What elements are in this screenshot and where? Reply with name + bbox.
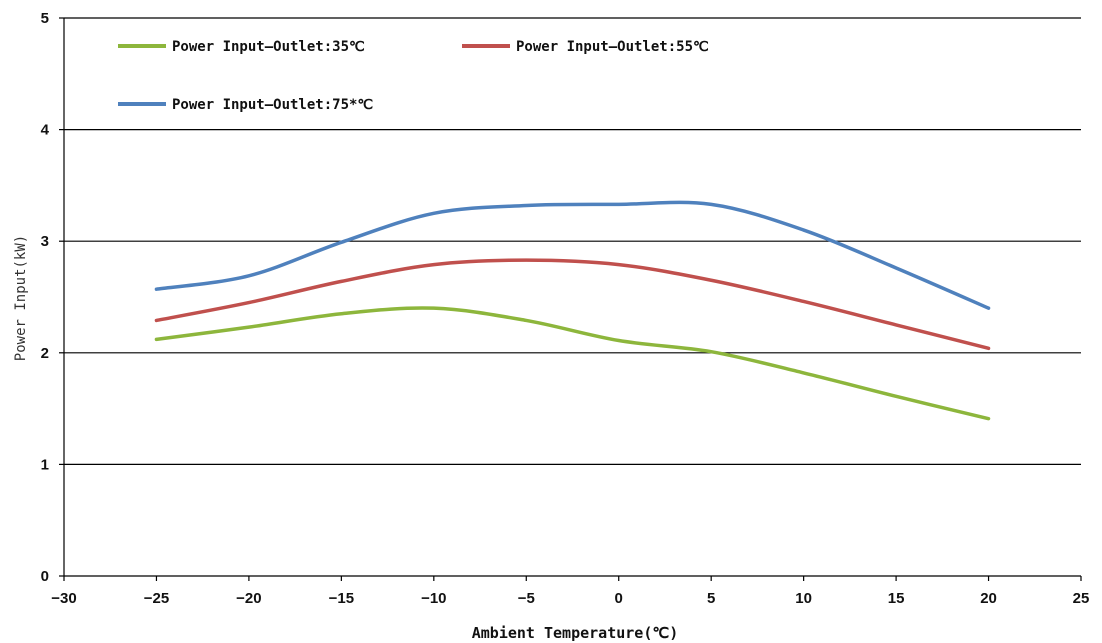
y-tick-label-2: 2 [41,345,49,362]
x-tick-label-10: 20 [980,590,997,607]
y-tick-label-0: 0 [41,568,49,585]
x-tick-label-2: −20 [236,590,261,607]
x-tick-label-5: −5 [518,590,535,607]
series-lines [154,200,991,421]
x-axis-title: Ambient Temperature(℃) [472,624,679,642]
x-tick-label-1: −25 [144,590,169,607]
series-line-2 [154,200,991,310]
x-tick-label-4: −10 [421,590,446,607]
legend-item-1: Power Input—Outlet:55℃ [462,39,709,55]
y-tick-label-4: 4 [41,122,50,139]
gridlines [64,17,1081,465]
x-tick-label-11: 25 [1073,590,1090,607]
y-tick-label-3: 3 [41,233,49,250]
series-line-1 [154,258,991,351]
y-axis-title: Power Input(kW) [13,235,29,361]
legend: Power Input—Outlet:35℃ Power Input—Outlet… [118,39,709,113]
legend-label-0: Power Input—Outlet:35℃ [172,39,365,55]
legend-item-2: Power Input—Outlet:75*℃ [118,97,373,113]
series-line-0 [154,306,991,421]
y-tick-label-1: 1 [41,456,49,473]
y-tick-label-5: 5 [41,10,49,27]
x-tick-label-6: 0 [615,590,623,607]
legend-label-1: Power Input—Outlet:55℃ [516,39,709,55]
axes: 0 1 2 3 4 5 −30 −25 −20 −15 −10 −5 0 5 10 15 20 25 [41,10,1090,607]
legend-item-0: Power Input—Outlet:35℃ [118,39,365,55]
x-tick-label-9: 15 [888,590,905,607]
x-tick-label-0: −30 [51,590,76,607]
legend-label-2: Power Input—Outlet:75*℃ [172,97,373,113]
x-tick-label-8: 10 [795,590,812,607]
x-tick-label-3: −15 [329,590,354,607]
x-tick-label-7: 5 [707,590,715,607]
